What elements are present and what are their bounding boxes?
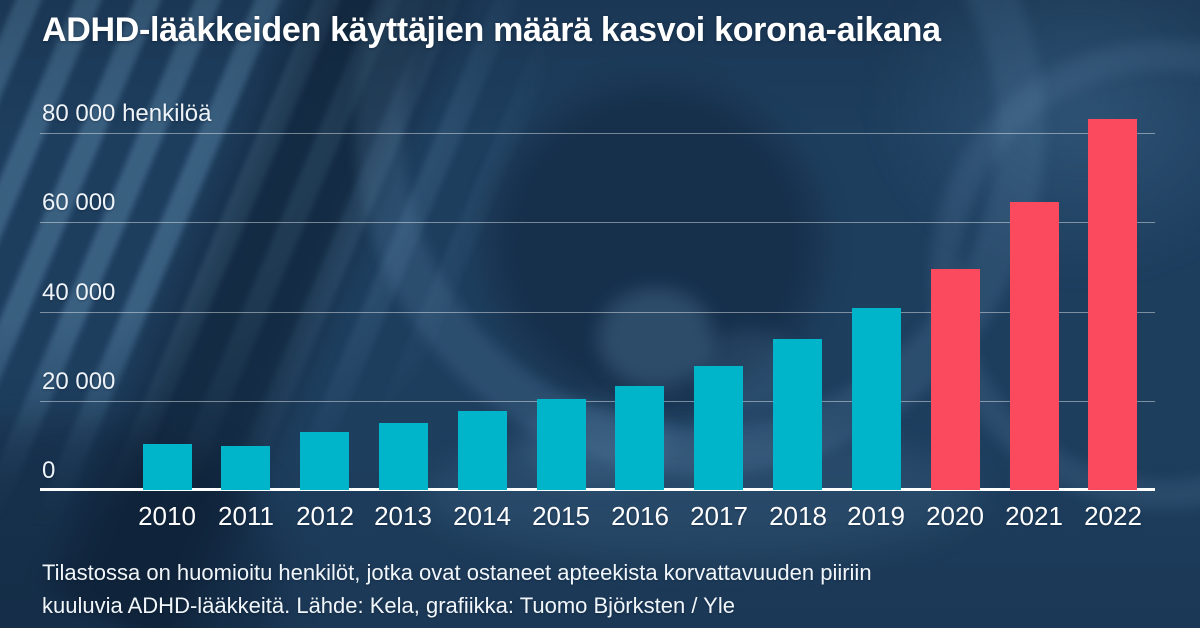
bar-2019 xyxy=(852,308,901,490)
bar-2021 xyxy=(1010,202,1059,490)
x-axis-label-2021: 2021 xyxy=(1005,501,1063,531)
gridline-40000 xyxy=(40,312,1155,313)
chart-title: ADHD-lääkkeiden käyttäjien määrä kasvoi … xyxy=(42,11,941,49)
x-axis-line xyxy=(40,488,1155,491)
gridline-60000 xyxy=(40,222,1155,223)
x-axis-label-2018: 2018 xyxy=(769,501,827,531)
x-axis-label-2010: 2010 xyxy=(138,501,196,531)
source-note: Tilastossa on huomioitu henkilöt, jotka … xyxy=(42,556,872,622)
y-axis-label-80000: 80 000 henkilöä xyxy=(42,100,212,127)
bar-2017 xyxy=(694,366,743,490)
x-axis-label-2015: 2015 xyxy=(532,501,590,531)
x-axis-label-2019: 2019 xyxy=(847,501,905,531)
bar-2011 xyxy=(221,446,270,490)
bar-2016 xyxy=(615,386,664,490)
x-axis-label-2016: 2016 xyxy=(611,501,669,531)
x-axis-label-2020: 2020 xyxy=(926,501,984,531)
bar-2022 xyxy=(1088,119,1137,490)
x-axis-label-2011: 2011 xyxy=(218,501,274,531)
y-axis-label-60000: 60 000 xyxy=(42,189,116,216)
bar-2020 xyxy=(931,269,980,490)
gridline-80000 xyxy=(40,133,1155,134)
x-axis-label-2017: 2017 xyxy=(690,501,748,531)
y-axis-label-40000: 40 000 xyxy=(42,279,116,306)
bar-2014 xyxy=(458,411,507,490)
gridline-20000 xyxy=(40,401,1155,402)
x-axis-label-2014: 2014 xyxy=(453,501,511,531)
bar-2015 xyxy=(537,399,586,490)
x-axis-label-2013: 2013 xyxy=(374,501,432,531)
y-axis-label-0: 0 xyxy=(42,457,56,484)
x-axis-label-2022: 2022 xyxy=(1084,501,1142,531)
source-note-line1: Tilastossa on huomioitu henkilöt, jotka … xyxy=(42,560,872,585)
y-axis-label-20000: 20 000 xyxy=(42,368,116,395)
bar-2012 xyxy=(300,432,349,490)
bar-2010 xyxy=(143,444,192,490)
x-axis-label-2012: 2012 xyxy=(296,501,354,531)
bar-2013 xyxy=(379,423,428,490)
bar-2018 xyxy=(773,339,822,490)
source-note-line2: kuuluvia ADHD-lääkkeitä. Lähde: Kela, gr… xyxy=(42,593,735,618)
